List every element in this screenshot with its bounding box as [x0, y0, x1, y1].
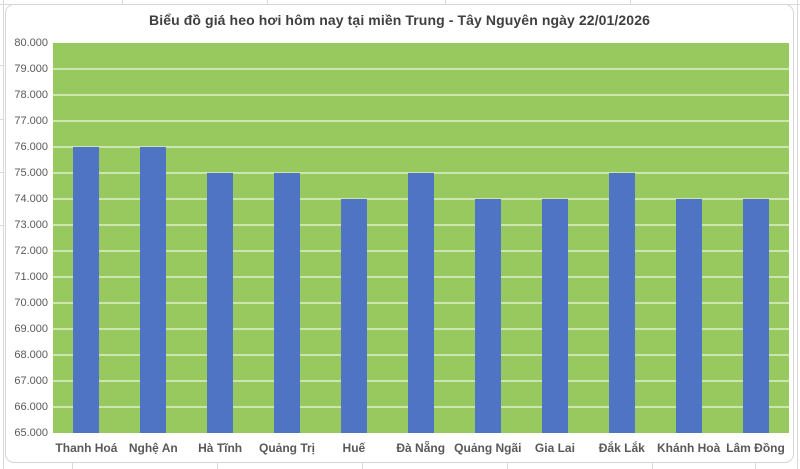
spreadsheet-gridline	[630, 0, 631, 4]
spreadsheet-gridline	[217, 463, 218, 469]
y-tick-label: 77.000	[14, 115, 48, 127]
spreadsheet-gridline	[72, 463, 73, 469]
y-tick-label: 75.000	[14, 167, 48, 179]
chart-title: Biểu đồ giá heo hơi hôm nay tại miền Tru…	[149, 12, 650, 28]
spreadsheet-gridline	[362, 463, 363, 469]
x-category-label: Đắk Lắk	[598, 441, 645, 455]
y-tick-label: 74.000	[14, 193, 48, 205]
y-tick-label: 65.000	[14, 427, 48, 439]
spreadsheet-gridline	[267, 0, 268, 4]
x-category-label: Quảng Trị	[259, 441, 316, 455]
gridline	[53, 146, 789, 148]
bar-Khánh Hoà[interactable]	[675, 199, 702, 433]
bar-chart[interactable]: Biểu đồ giá heo hơi hôm nay tại miền Tru…	[5, 4, 794, 463]
x-category-label: Lâm Đồng	[726, 441, 785, 455]
x-category-label: Đà Nẵng	[396, 441, 446, 455]
x-category-label: Gia Lai	[534, 441, 575, 455]
bar-Đà Nẵng[interactable]	[408, 173, 434, 433]
bar-Huế[interactable]	[341, 199, 368, 433]
spreadsheet-gridline	[0, 65, 4, 66]
bar-Quảng Trị[interactable]	[274, 173, 301, 433]
x-category-label: Hà Tĩnh	[198, 441, 243, 455]
spreadsheet-gridline	[3, 0, 4, 469]
bar-Quảng Ngãi[interactable]	[474, 199, 501, 433]
y-tick-label: 70.000	[14, 297, 48, 309]
spreadsheet-gridline	[755, 463, 756, 469]
bar-Lâm Đồng[interactable]	[742, 199, 769, 433]
x-category-label: Huế	[342, 441, 366, 455]
spreadsheet-gridline	[507, 463, 508, 469]
y-tick-label: 79.000	[14, 63, 48, 75]
gridline	[53, 68, 789, 70]
y-tick-label: 73.000	[14, 219, 48, 231]
bar-Thanh Hoá[interactable]	[73, 147, 100, 433]
y-tick-label: 69.000	[14, 323, 48, 335]
y-tick-label: 67.000	[14, 375, 48, 387]
y-tick-label: 78.000	[14, 89, 48, 101]
bar-Hà Tĩnh[interactable]	[207, 173, 234, 433]
y-tick-label: 71.000	[14, 271, 48, 283]
spreadsheet-gridline	[0, 119, 4, 120]
spreadsheet-gridline	[0, 225, 4, 226]
y-tick-label: 80.000	[14, 37, 48, 49]
spreadsheet-gridline	[0, 172, 4, 173]
y-axis-tick-labels: 80.000 79.000 78.000 77.000 76.000 75.000 74.0…	[6, 37, 48, 439]
x-category-label: Thanh Hoá	[55, 441, 118, 455]
x-category-label: Nghệ An	[128, 441, 178, 455]
bar-Gia Lai[interactable]	[541, 199, 568, 433]
gridline	[53, 120, 789, 122]
x-category-label: Khánh Hoà	[656, 441, 721, 455]
spreadsheet-gridline	[652, 463, 653, 469]
bar-Nghệ An[interactable]	[140, 147, 167, 433]
x-category-label: Quảng Ngãi	[454, 441, 522, 455]
y-tick-label: 68.000	[14, 349, 48, 361]
y-tick-label: 66.000	[14, 401, 48, 413]
bar-Đắk Lắk[interactable]	[608, 173, 635, 433]
x-axis-category-labels: Thanh Hoá Nghệ An Hà Tĩnh Quảng Trị Huế Đà Nẵ…	[53, 439, 789, 457]
plot-area	[53, 43, 789, 433]
spreadsheet-gridline	[122, 0, 123, 4]
y-tick-label: 76.000	[14, 141, 48, 153]
spreadsheet-gridline	[797, 0, 798, 469]
y-tick-label: 72.000	[14, 245, 48, 257]
gridline	[53, 94, 789, 96]
spreadsheet-gridline	[445, 0, 446, 4]
